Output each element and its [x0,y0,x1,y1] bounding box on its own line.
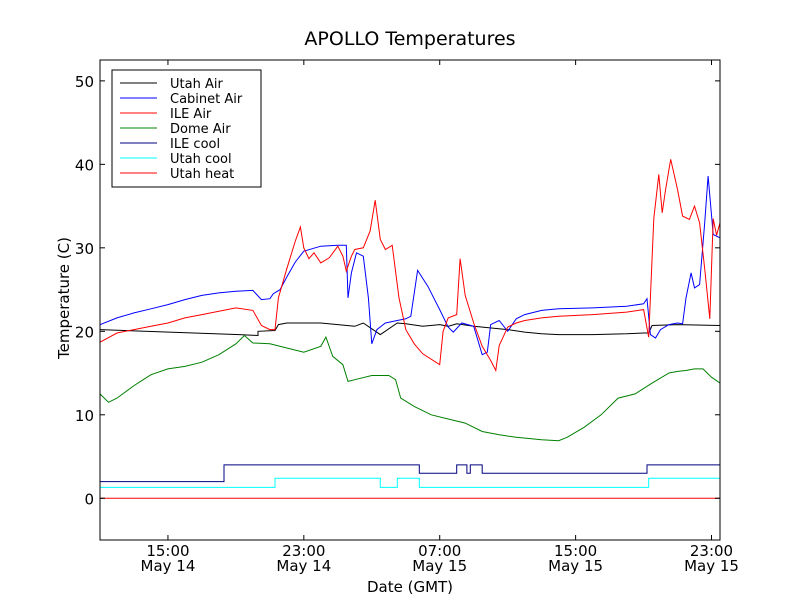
x-tick-time: 23:00 [282,542,325,560]
x-tick-time: 15:00 [554,542,597,560]
legend-label: Cabinet Air [170,92,243,107]
x-tick-date: May 14 [141,557,196,575]
x-tick-date: May 14 [276,557,331,575]
legend-label: ILE cool [170,137,220,152]
x-axis-label: Date (GMT) [367,578,453,596]
series-line-dome-air [100,334,720,442]
series-line-ile-air [100,159,720,373]
x-tick-time: 23:00 [690,542,733,560]
x-tick-date: May 15 [684,557,739,575]
y-tick-label: 20 [75,323,94,341]
x-tick-time: 07:00 [418,542,461,560]
chart-title: APOLLO Temperatures [304,28,515,50]
series-line-utah-air [100,322,720,337]
legend-label: Dome Air [170,122,231,137]
y-tick-label: 30 [75,240,94,258]
y-axis-label: Temperature (C) [55,237,73,360]
x-tick-date: May 15 [412,557,467,575]
series-line-utah-cool [100,477,720,488]
legend-label: Utah cool [170,152,232,167]
plot-frame [99,59,721,541]
legend-label: Utah heat [170,167,234,182]
x-tick-time: 15:00 [146,542,189,560]
y-tick-label: 40 [75,156,94,174]
y-tick-label: 50 [75,73,94,91]
legend-label: Utah Air [170,77,223,92]
y-tick-label: 0 [84,490,94,508]
series-line-cabinet-air [100,175,720,356]
legend-label: ILE Air [170,107,212,122]
series-line-ile-cool [100,464,720,483]
x-tick-date: May 15 [548,557,603,575]
y-tick-label: 10 [75,407,94,425]
